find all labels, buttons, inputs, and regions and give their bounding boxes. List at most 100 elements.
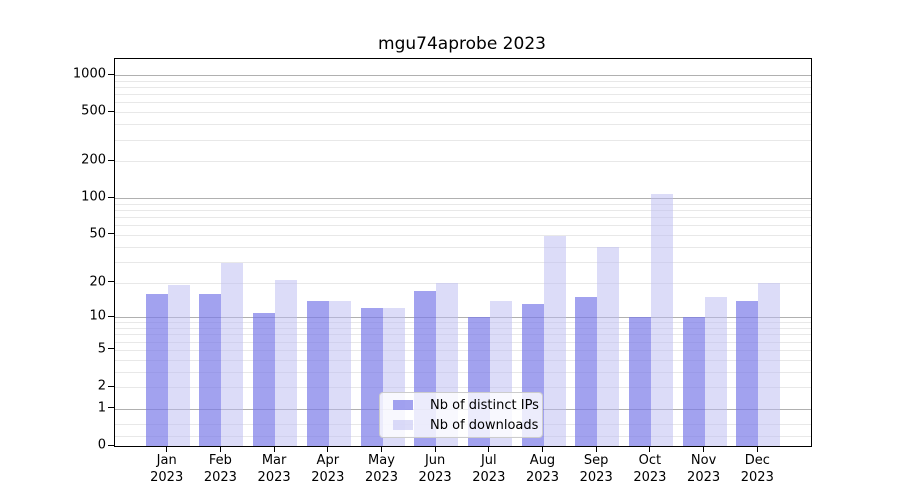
bar-distinct-ips-sep	[575, 297, 598, 446]
bar-downloads-apr	[328, 300, 351, 446]
y-minor-gridline	[115, 328, 811, 329]
x-tick-month: Jun	[424, 453, 446, 468]
x-tick-label: Mar 2023	[242, 452, 306, 486]
x-tick-month: Aug	[529, 453, 556, 468]
x-tick-year: 2023	[418, 470, 452, 485]
x-tick-label: Jul 2023	[457, 452, 521, 486]
x-tick-label: Dec 2023	[725, 452, 789, 486]
x-tick-year: 2023	[472, 470, 506, 485]
y-minor-gridline	[115, 139, 811, 141]
y-minor-gridline	[115, 341, 811, 343]
bar-distinct-ips-nov	[682, 317, 705, 446]
x-tick-label: Sep 2023	[564, 452, 628, 486]
distinct-ips-swatch-icon	[393, 400, 413, 410]
y-minor-gridline	[115, 282, 811, 284]
bar-distinct-ips-oct	[628, 317, 651, 446]
bar-distinct-ips-may	[360, 308, 383, 446]
bar-distinct-ips-feb	[199, 293, 222, 446]
y-tick-mark	[108, 348, 114, 350]
legend-label-distinct-ips: Nb of distinct IPs	[430, 397, 539, 413]
x-tick-month: Feb	[208, 453, 232, 468]
x-tick-label: Feb 2023	[188, 452, 252, 486]
y-minor-gridline	[115, 87, 811, 88]
y-major-gridline	[115, 317, 811, 319]
x-tick-label: Apr 2023	[296, 452, 360, 486]
legend-row-distinct-ips: Nb of distinct IPs	[388, 398, 539, 413]
x-tick-label: Nov 2023	[672, 452, 736, 486]
bar-downloads-dec	[758, 282, 781, 446]
y-minor-gridline	[115, 203, 811, 205]
x-tick-mark	[381, 447, 382, 452]
y-tick-label: 50	[89, 226, 106, 242]
y-tick-label: 1000	[72, 66, 106, 82]
y-tick-label: 500	[81, 103, 106, 119]
x-tick-month: Jul	[480, 453, 497, 468]
legend-label-downloads: Nb of downloads	[430, 417, 539, 433]
bar-distinct-ips-mar	[253, 312, 276, 446]
x-tick-year: 2023	[257, 470, 291, 485]
y-tick-mark	[108, 73, 114, 75]
chart-title: mgu74aprobe 2023	[378, 34, 546, 54]
bar-distinct-ips-apr	[306, 300, 329, 446]
y-minor-gridline	[115, 210, 811, 211]
y-tick-label: 200	[81, 152, 106, 168]
y-minor-gridline	[115, 334, 811, 336]
bar-downloads-aug	[543, 235, 566, 446]
y-minor-gridline	[115, 225, 811, 227]
x-tick-month: Nov	[690, 453, 717, 468]
x-tick-mark	[219, 447, 221, 452]
y-major-gridline	[115, 198, 811, 200]
y-tick-label: 20	[89, 274, 106, 289]
y-tick-label: 5	[97, 341, 106, 357]
y-minor-gridline	[115, 246, 811, 248]
y-minor-gridline	[115, 371, 811, 373]
y-minor-gridline	[115, 112, 811, 114]
bar-distinct-ips-jan	[145, 293, 168, 446]
y-minor-gridline	[115, 80, 811, 82]
x-tick-year: 2023	[579, 470, 613, 485]
y-tick-mark	[108, 407, 114, 409]
y-minor-gridline	[115, 94, 811, 96]
x-tick-mark	[595, 447, 597, 452]
y-tick-mark	[108, 385, 114, 387]
y-minor-gridline	[115, 234, 811, 236]
legend: Nb of distinct IPs Nb of downloads	[379, 392, 543, 438]
y-tick-mark	[108, 196, 114, 198]
y-minor-gridline	[115, 261, 811, 263]
x-tick-mark	[488, 447, 490, 452]
x-tick-mark	[756, 447, 758, 452]
x-tick-month: Apr	[316, 453, 340, 468]
y-tick-mark	[108, 233, 114, 235]
x-tick-mark	[434, 447, 436, 452]
y-tick-label: 10	[89, 308, 106, 324]
x-tick-year: 2023	[203, 470, 237, 485]
x-tick-label: Jun 2023	[403, 452, 467, 486]
bar-downloads-feb	[221, 263, 244, 446]
y-tick-mark	[108, 110, 114, 112]
x-tick-year: 2023	[633, 470, 667, 485]
downloads-swatch-icon	[393, 420, 413, 430]
x-tick-month: Dec	[744, 453, 770, 468]
y-minor-gridline	[115, 102, 811, 104]
y-tick-label: 100	[81, 189, 106, 205]
x-tick-month: Oct	[638, 453, 662, 468]
x-tick-mark	[649, 447, 651, 452]
y-tick-mark	[108, 281, 114, 282]
y-minor-gridline	[115, 387, 811, 388]
y-minor-gridline	[115, 322, 811, 324]
x-tick-mark	[273, 447, 275, 452]
y-tick-label: 2	[97, 378, 106, 394]
y-tick-mark	[108, 315, 114, 317]
bar-downloads-nov	[704, 297, 727, 446]
bar-downloads-sep	[597, 246, 620, 446]
x-tick-mark	[542, 447, 543, 452]
x-tick-year: 2023	[311, 470, 345, 485]
x-tick-label: Oct 2023	[618, 452, 682, 486]
x-tick-label: Jan 2023	[135, 452, 199, 486]
x-tick-month: Mar	[261, 453, 287, 468]
x-tick-year: 2023	[740, 470, 774, 485]
plot-area	[114, 58, 812, 447]
x-tick-month: Sep	[583, 453, 609, 468]
legend-row-downloads: Nb of downloads	[388, 418, 538, 433]
bar-downloads-oct	[650, 194, 673, 446]
